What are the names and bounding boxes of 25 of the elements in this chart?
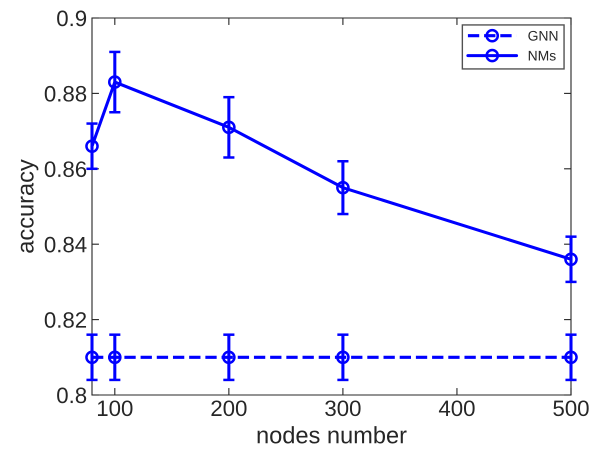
- y-axis-title: accuracy: [20, 159, 38, 253]
- point: [85, 350, 99, 364]
- y-tick-label: 0.9: [57, 10, 86, 26]
- x-tick-label: 300: [325, 400, 361, 416]
- point: [222, 120, 236, 134]
- x-axis-title: nodes number: [258, 426, 407, 444]
- point: [108, 350, 122, 364]
- point: [222, 350, 236, 364]
- point: [85, 139, 99, 153]
- x-tick-label: 500: [553, 400, 589, 416]
- point: [336, 350, 350, 364]
- x-tick-label: 400: [438, 400, 475, 416]
- y-tick-label: 0.84: [44, 236, 86, 252]
- y-tick-label: 0.86: [44, 161, 86, 178]
- y-tick-label: 0.88: [44, 86, 86, 102]
- point: [108, 75, 122, 89]
- legend-label: NMs: [528, 50, 556, 61]
- point: [336, 180, 350, 194]
- point: [564, 350, 578, 364]
- y-tick-label: 0.8: [57, 388, 86, 404]
- x-tick-label: 200: [211, 400, 247, 416]
- y-tick-label: 0.82: [44, 312, 86, 328]
- legend-label: GNN: [528, 30, 558, 41]
- point: [564, 252, 578, 266]
- x-tick-label: 100: [98, 400, 132, 416]
